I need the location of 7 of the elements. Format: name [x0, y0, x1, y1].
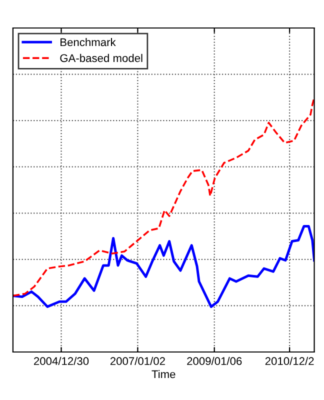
- x-tick-label: 2007/01/02: [110, 356, 165, 366]
- x-tick-label: 2004/12/30: [34, 356, 89, 366]
- x-tick-label: 2010/12/2: [265, 356, 314, 366]
- x-tick-label: 2009/01/06: [187, 356, 242, 366]
- legend-label: Benchmark: [60, 38, 116, 46]
- x-axis-title: Time: [152, 370, 176, 378]
- legend-label: GA-based model: [60, 54, 142, 62]
